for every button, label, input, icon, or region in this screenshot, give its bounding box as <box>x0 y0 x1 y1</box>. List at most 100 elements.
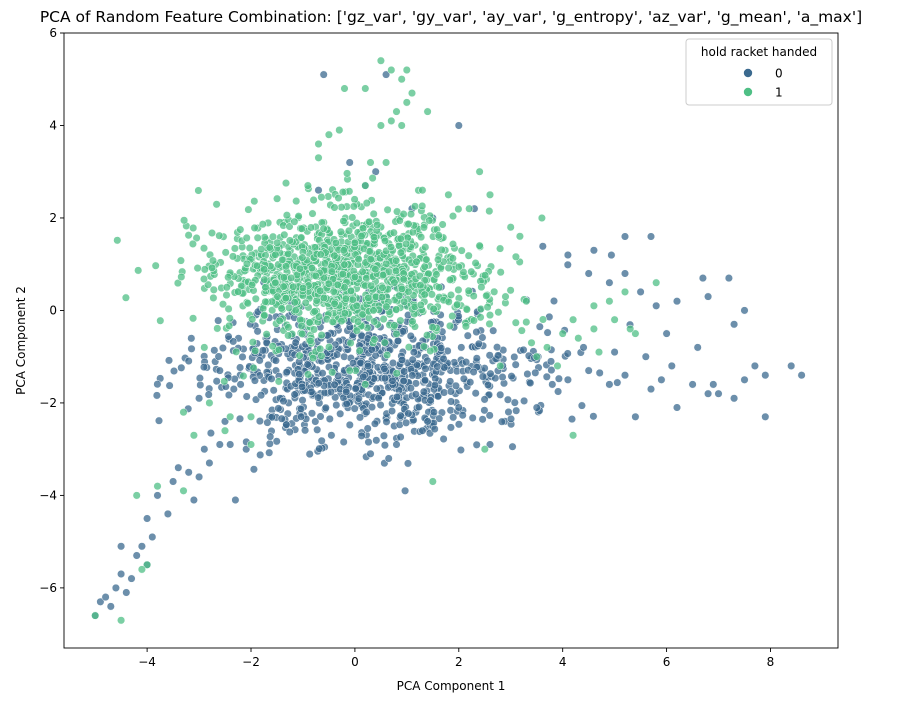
data-point-class-1 <box>412 257 421 266</box>
data-point-class-0 <box>421 376 430 385</box>
data-point-class-1 <box>402 98 411 107</box>
data-point-class-1 <box>425 216 434 225</box>
x-tick-label: 2 <box>455 655 463 669</box>
data-point-class-1 <box>397 121 406 130</box>
data-point-class-0 <box>662 329 671 338</box>
data-point-class-0 <box>195 394 204 403</box>
data-point-class-0 <box>384 454 393 463</box>
data-point-class-0 <box>761 371 770 380</box>
data-point-class-0 <box>230 374 239 384</box>
data-point-class-1 <box>515 232 524 241</box>
data-point-class-1 <box>496 361 505 370</box>
data-point-class-1 <box>311 243 320 252</box>
data-point-class-0 <box>437 344 446 353</box>
data-point-class-0 <box>372 436 381 445</box>
data-point-class-1 <box>271 278 280 287</box>
data-point-class-0 <box>761 412 770 421</box>
data-point-class-0 <box>318 369 327 378</box>
data-point-class-0 <box>187 334 196 343</box>
data-point-class-1 <box>281 179 291 188</box>
data-point-class-0 <box>398 355 407 365</box>
data-point-class-0 <box>485 351 494 360</box>
data-point-class-0 <box>538 242 547 251</box>
data-point-class-0 <box>787 361 796 370</box>
data-point-class-0 <box>542 372 551 381</box>
data-point-class-1 <box>610 315 619 324</box>
data-point-class-1 <box>358 267 367 276</box>
data-point-class-0 <box>478 372 487 381</box>
data-point-class-1 <box>410 202 420 211</box>
data-point-class-0 <box>174 463 183 472</box>
data-point-class-0 <box>471 389 480 398</box>
data-point-class-1 <box>378 283 387 292</box>
data-point-class-0 <box>456 445 465 455</box>
data-point-class-1 <box>480 445 489 454</box>
data-point-class-0 <box>426 396 435 405</box>
data-point-class-1 <box>320 259 329 268</box>
data-point-class-1 <box>290 217 299 226</box>
data-point-class-0 <box>511 360 520 369</box>
data-point-class-0 <box>584 269 593 278</box>
data-point-class-0 <box>250 376 259 385</box>
data-point-class-0 <box>117 542 126 551</box>
data-point-class-0 <box>519 345 528 354</box>
data-point-class-0 <box>620 232 630 241</box>
data-point-class-1 <box>477 283 486 292</box>
data-point-class-0 <box>419 387 428 396</box>
data-point-class-1 <box>132 491 141 500</box>
data-point-class-1 <box>344 226 354 235</box>
data-point-class-1 <box>316 344 325 353</box>
data-point-class-0 <box>364 361 373 371</box>
data-point-class-1 <box>361 181 370 190</box>
data-point-class-0 <box>605 278 614 287</box>
data-point-class-0 <box>393 336 402 346</box>
data-point-class-0 <box>510 398 519 407</box>
data-point-class-1 <box>437 245 446 254</box>
data-point-class-1 <box>418 201 427 211</box>
data-point-class-1 <box>464 286 473 295</box>
data-point-class-1 <box>538 315 548 324</box>
data-point-class-1 <box>369 306 378 315</box>
data-point-class-1 <box>245 243 254 253</box>
data-point-class-0 <box>282 368 291 377</box>
data-point-class-1 <box>387 116 396 125</box>
data-point-class-0 <box>472 327 481 337</box>
x-tick-label: −2 <box>242 655 260 669</box>
data-point-class-1 <box>222 283 231 292</box>
data-point-class-1 <box>444 263 453 273</box>
data-point-class-1 <box>333 280 342 289</box>
data-point-class-0 <box>546 357 556 366</box>
data-point-class-1 <box>230 244 239 253</box>
data-point-class-1 <box>199 244 209 253</box>
data-point-class-0 <box>446 377 455 386</box>
data-point-class-0 <box>469 367 478 376</box>
data-point-class-0 <box>163 509 172 518</box>
data-point-class-0 <box>277 414 286 423</box>
data-point-class-1 <box>522 297 531 306</box>
data-point-class-1 <box>448 312 457 321</box>
data-point-class-0 <box>396 411 405 420</box>
data-point-class-1 <box>298 253 307 262</box>
data-point-class-0 <box>584 366 593 375</box>
data-point-class-0 <box>279 397 288 406</box>
data-point-class-0 <box>303 360 312 369</box>
data-point-class-1 <box>151 261 160 270</box>
data-point-class-1 <box>260 311 269 320</box>
data-point-class-1 <box>494 308 503 317</box>
data-point-class-0 <box>454 403 463 412</box>
data-point-class-1 <box>246 440 256 449</box>
data-point-class-1 <box>309 353 318 363</box>
data-point-class-1 <box>121 293 130 302</box>
data-point-class-0 <box>301 426 310 435</box>
data-point-class-1 <box>251 346 260 355</box>
data-point-class-1 <box>179 486 188 495</box>
data-point-class-1 <box>153 482 162 491</box>
data-point-class-1 <box>239 371 248 381</box>
data-point-class-1 <box>422 255 431 264</box>
data-point-class-0 <box>132 551 141 560</box>
data-point-class-0 <box>255 417 264 426</box>
data-point-class-0 <box>319 70 328 79</box>
data-point-class-0 <box>554 387 563 396</box>
data-point-class-0 <box>263 418 272 427</box>
data-point-class-1 <box>294 212 303 221</box>
